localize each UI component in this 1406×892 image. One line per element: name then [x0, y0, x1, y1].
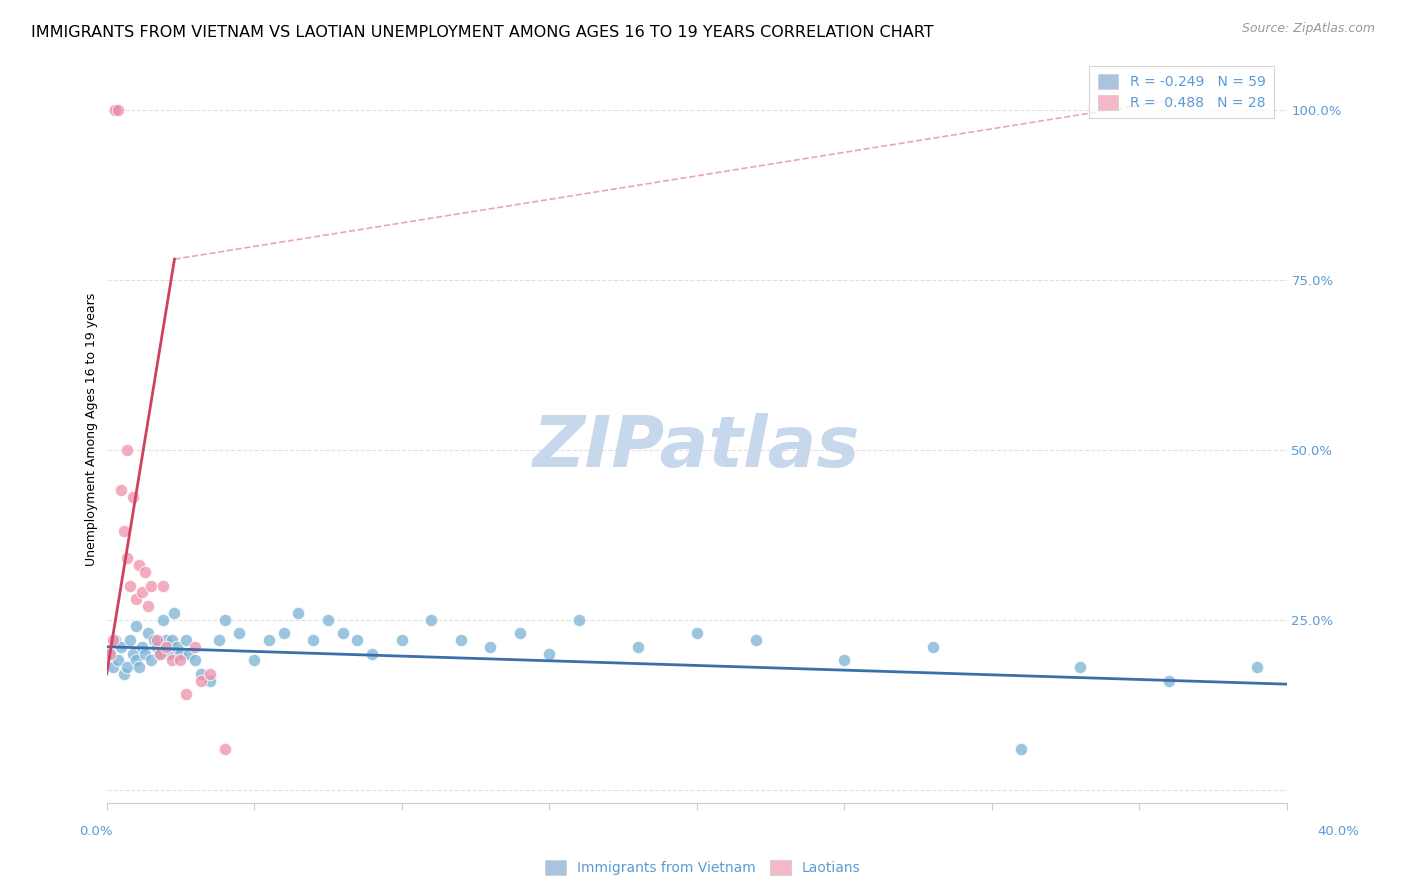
Point	[155, 632, 177, 647]
Point	[169, 647, 191, 661]
Point	[160, 632, 183, 647]
Text: IMMIGRANTS FROM VIETNAM VS LAOTIAN UNEMPLOYMENT AMONG AGES 16 TO 19 YEARS CORREL: IMMIGRANTS FROM VIETNAM VS LAOTIAN UNEMP…	[31, 25, 934, 40]
Point	[149, 647, 172, 661]
Point	[136, 626, 159, 640]
Point	[134, 647, 156, 661]
Point	[120, 578, 142, 592]
Point	[117, 551, 139, 566]
Point	[198, 667, 221, 681]
Point	[149, 647, 172, 661]
Point	[125, 653, 148, 667]
Point	[287, 606, 309, 620]
Point	[163, 606, 186, 620]
Point	[1157, 673, 1180, 688]
Point	[198, 673, 221, 688]
Point	[128, 558, 150, 573]
Point	[228, 626, 250, 640]
Point	[538, 647, 561, 661]
Point	[125, 619, 148, 633]
Point	[110, 640, 132, 654]
Point	[208, 632, 231, 647]
Point	[157, 647, 180, 661]
Point	[139, 578, 162, 592]
Y-axis label: Unemployment Among Ages 16 to 19 years: Unemployment Among Ages 16 to 19 years	[86, 293, 98, 566]
Point	[1246, 660, 1268, 674]
Point	[131, 640, 153, 654]
Point	[117, 660, 139, 674]
Point	[101, 660, 124, 674]
Legend: Immigrants from Vietnam, Laotians: Immigrants from Vietnam, Laotians	[540, 855, 866, 880]
Point	[152, 578, 174, 592]
Point	[174, 687, 197, 701]
Point	[152, 613, 174, 627]
Point	[509, 626, 531, 640]
Point	[626, 640, 648, 654]
Point	[112, 524, 135, 538]
Point	[391, 632, 413, 647]
Point	[98, 647, 121, 661]
Point	[332, 626, 354, 640]
Point	[1069, 660, 1091, 674]
Point	[107, 653, 129, 667]
Point	[179, 647, 201, 661]
Point	[160, 653, 183, 667]
Point	[131, 585, 153, 599]
Point	[169, 653, 191, 667]
Point	[136, 599, 159, 613]
Point	[146, 640, 169, 654]
Point	[104, 103, 127, 117]
Point	[744, 632, 766, 647]
Point	[346, 632, 368, 647]
Point	[104, 632, 127, 647]
Point	[120, 632, 142, 647]
Point	[117, 442, 139, 457]
Point	[146, 632, 169, 647]
Point	[122, 647, 145, 661]
Text: ZIPatlas: ZIPatlas	[533, 413, 860, 483]
Point	[273, 626, 295, 640]
Point	[155, 640, 177, 654]
Point	[302, 632, 325, 647]
Point	[361, 647, 384, 661]
Point	[190, 673, 212, 688]
Point	[112, 667, 135, 681]
Point	[568, 613, 591, 627]
Point	[98, 647, 121, 661]
Point	[166, 640, 188, 654]
Text: Source: ZipAtlas.com: Source: ZipAtlas.com	[1241, 22, 1375, 36]
Point	[832, 653, 855, 667]
Point	[125, 592, 148, 607]
Point	[243, 653, 266, 667]
Point	[190, 667, 212, 681]
Point	[128, 660, 150, 674]
Point	[110, 483, 132, 498]
Point	[184, 653, 207, 667]
Point	[134, 565, 156, 579]
Point	[107, 103, 129, 117]
Legend: R = -0.249   N = 59, R =  0.488   N = 28: R = -0.249 N = 59, R = 0.488 N = 28	[1090, 66, 1274, 119]
Point	[101, 632, 124, 647]
Point	[184, 640, 207, 654]
Point	[316, 613, 339, 627]
Text: 0.0%: 0.0%	[79, 825, 112, 838]
Point	[479, 640, 502, 654]
Point	[1010, 741, 1032, 756]
Text: 40.0%: 40.0%	[1317, 825, 1360, 838]
Point	[214, 613, 236, 627]
Point	[685, 626, 707, 640]
Point	[420, 613, 443, 627]
Point	[104, 103, 127, 117]
Point	[122, 490, 145, 504]
Point	[174, 632, 197, 647]
Point	[921, 640, 943, 654]
Point	[257, 632, 280, 647]
Point	[450, 632, 472, 647]
Point	[139, 653, 162, 667]
Point	[142, 632, 165, 647]
Point	[214, 741, 236, 756]
